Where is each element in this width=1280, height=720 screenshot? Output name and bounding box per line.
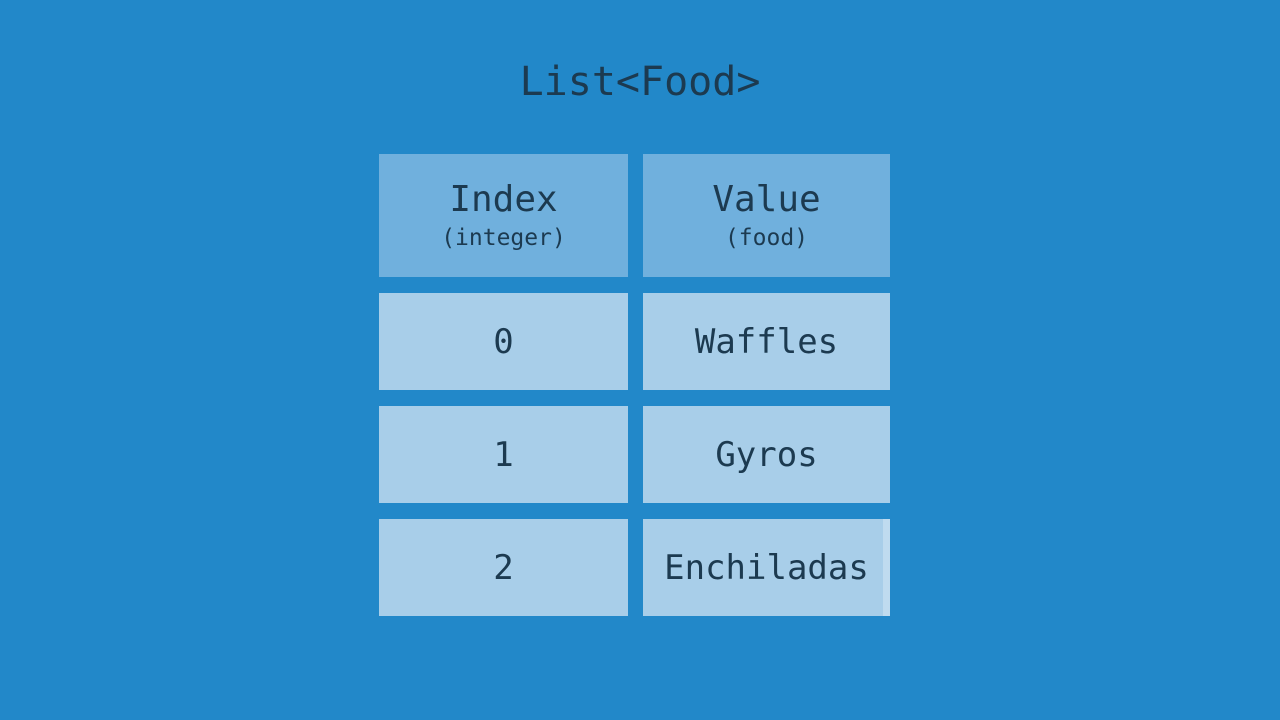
column-header-value: Value (food)	[643, 154, 890, 277]
column-header-value-type: (food)	[724, 224, 809, 251]
list-table: Index (integer) Value (food) 0 Waffles 1…	[379, 154, 890, 616]
column-header-index: Index (integer)	[379, 154, 628, 277]
render-artifact	[883, 519, 890, 616]
page-title: List<Food>	[519, 59, 761, 105]
value-cell-0: Waffles	[643, 293, 890, 390]
column-header-index-label: Index	[449, 178, 558, 220]
value-cell-2-text: Enchiladas	[664, 547, 869, 588]
value-cell-1: Gyros	[643, 406, 890, 503]
index-cell-0: 0	[379, 293, 628, 390]
column-header-index-type: (integer)	[441, 224, 566, 251]
index-cell-2: 2	[379, 519, 628, 616]
value-cell-2: Enchiladas	[643, 519, 890, 616]
index-cell-1: 1	[379, 406, 628, 503]
column-header-value-label: Value	[712, 178, 821, 220]
